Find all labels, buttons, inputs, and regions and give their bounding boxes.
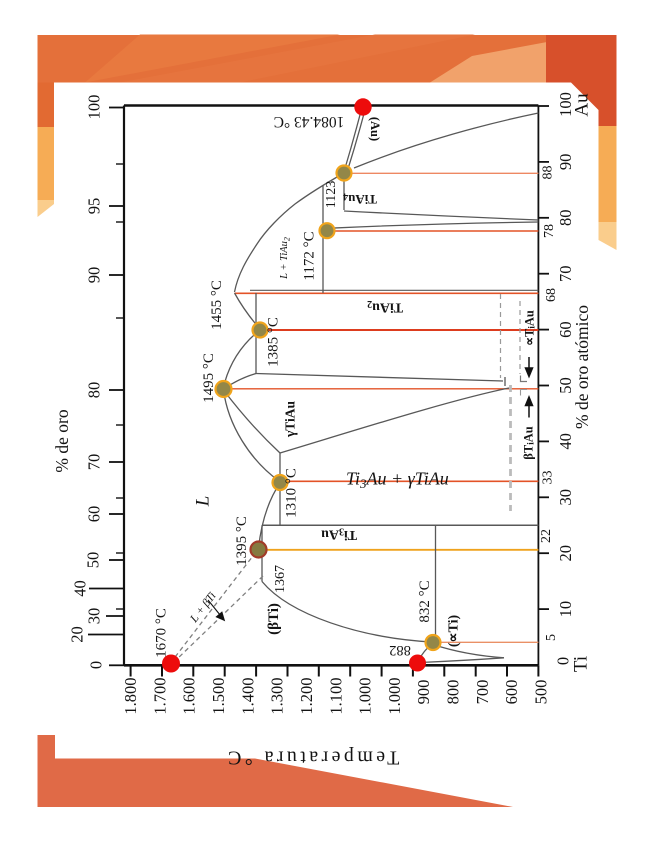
svg-text:68: 68	[544, 288, 559, 302]
svg-text:1367: 1367	[273, 565, 288, 593]
svg-text:γTiAu: γTiAu	[283, 400, 298, 438]
svg-text:5: 5	[544, 634, 559, 641]
svg-text:1.700: 1.700	[150, 677, 169, 714]
svg-text:90: 90	[85, 267, 104, 284]
svg-text:1385 °C: 1385 °C	[266, 317, 282, 367]
svg-text:500: 500	[532, 680, 551, 705]
svg-text:1.800: 1.800	[121, 677, 140, 714]
svg-text:40: 40	[556, 433, 575, 450]
svg-text:33: 33	[541, 471, 556, 485]
svg-text:40: 40	[71, 580, 90, 597]
svg-text:1455 °C: 1455 °C	[209, 280, 225, 330]
svg-text:600: 600	[502, 680, 521, 705]
svg-text:0: 0	[554, 657, 573, 665]
svg-text:700: 700	[473, 680, 492, 705]
svg-text:1.500: 1.500	[209, 677, 228, 714]
svg-text:Ti: Ti	[571, 656, 592, 672]
svg-text:30: 30	[556, 489, 575, 506]
svg-text:80: 80	[85, 382, 104, 399]
svg-text:22: 22	[539, 529, 554, 543]
svg-text:1.300: 1.300	[268, 677, 287, 714]
svg-text:TiAu2: TiAu2	[367, 299, 403, 315]
svg-text:1670 °C: 1670 °C	[154, 608, 170, 658]
svg-text:100: 100	[85, 95, 104, 120]
svg-text:Ti3Au: Ti3Au	[321, 526, 357, 542]
svg-text:10: 10	[556, 601, 575, 618]
svg-text:90: 90	[556, 154, 575, 171]
svg-text:1310 °C: 1310 °C	[284, 468, 300, 518]
svg-text:20: 20	[556, 545, 575, 562]
svg-text:80: 80	[556, 210, 575, 227]
svg-text:βTiAu: βTiAu	[522, 426, 536, 459]
svg-text:L: L	[193, 496, 214, 508]
svg-text:TiAu4: TiAu4	[343, 191, 377, 207]
svg-text:50: 50	[556, 377, 575, 394]
svg-text:Au: Au	[572, 93, 593, 117]
svg-text:60: 60	[85, 506, 104, 523]
svg-text:60: 60	[556, 321, 575, 338]
svg-text:1.200: 1.200	[297, 677, 316, 714]
svg-text:800: 800	[444, 680, 463, 705]
svg-text:1.000: 1.000	[385, 677, 404, 714]
svg-text:100: 100	[556, 92, 575, 117]
svg-text:1395 °C: 1395 °C	[234, 516, 250, 566]
svg-text:1.100: 1.100	[326, 677, 345, 714]
svg-text:% de oro atómico: % de oro atómico	[572, 305, 592, 429]
svg-text:832 °C: 832 °C	[417, 580, 433, 622]
svg-text:70: 70	[556, 265, 575, 282]
svg-text:0: 0	[87, 661, 106, 669]
svg-text:78: 78	[542, 224, 557, 238]
svg-text:1123: 1123	[324, 181, 339, 208]
svg-text:20: 20	[68, 626, 87, 643]
svg-text:L + TiAu2: L + TiAu2	[279, 237, 291, 280]
svg-text:1.400: 1.400	[238, 677, 257, 714]
svg-text:Ti3Au + γTiAu: Ti3Au + γTiAu	[346, 469, 449, 492]
svg-text:1495 °C: 1495 °C	[201, 353, 217, 403]
svg-text:900: 900	[414, 680, 433, 705]
svg-text:% de oro: % de oro	[52, 409, 72, 472]
svg-text:1084.43 °C: 1084.43 °C	[274, 113, 345, 130]
svg-text:∝TiAu: ∝TiAu	[523, 310, 537, 346]
svg-text:(Au): (Au)	[368, 117, 382, 141]
svg-text:(βTi): (βTi)	[266, 603, 282, 635]
svg-text:1.600: 1.600	[180, 677, 199, 714]
svg-text:88: 88	[541, 166, 556, 180]
svg-text:30: 30	[85, 608, 104, 625]
svg-text:1.000: 1.000	[356, 677, 375, 714]
svg-text:1172 °C: 1172 °C	[302, 231, 318, 280]
svg-text:(∝Ti): (∝Ti)	[447, 615, 462, 648]
svg-text:95: 95	[85, 198, 104, 215]
svg-text:Temperatura °C: Temperatura °C	[225, 747, 400, 769]
svg-text:50: 50	[84, 552, 103, 569]
svg-text:882: 882	[389, 642, 411, 658]
svg-text:70: 70	[85, 454, 104, 471]
